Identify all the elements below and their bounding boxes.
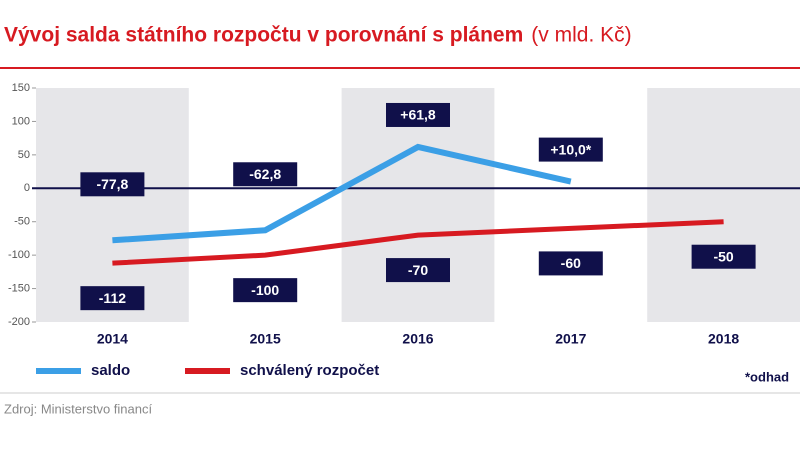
value-label-box bbox=[538, 137, 603, 162]
x-tick-label: 2015 bbox=[250, 331, 281, 347]
value-label: -50 bbox=[713, 248, 733, 264]
value-label-box bbox=[386, 258, 450, 283]
x-tick-label: 2018 bbox=[708, 331, 739, 347]
value-label-box bbox=[80, 286, 145, 311]
band bbox=[36, 88, 189, 322]
value-label-box bbox=[80, 172, 145, 197]
value-label: +61,8 bbox=[400, 107, 436, 123]
value-label-box bbox=[538, 251, 603, 276]
legend-label: schválený rozpočet bbox=[240, 362, 379, 379]
chart-subtitle: (v mld. Kč) bbox=[531, 24, 631, 47]
y-tick-label: -50 bbox=[14, 216, 30, 228]
plot bbox=[36, 88, 800, 322]
note: *odhad bbox=[745, 369, 789, 384]
value-label-box bbox=[233, 162, 298, 187]
y-tick-label: 0 bbox=[24, 182, 30, 194]
band bbox=[341, 88, 495, 322]
value-label: -100 bbox=[251, 282, 279, 298]
legend-label: saldo bbox=[91, 362, 130, 379]
x-tick-label: 2017 bbox=[555, 331, 586, 347]
y-tick-label: -150 bbox=[8, 282, 30, 294]
value-label-box bbox=[233, 278, 298, 303]
value-label: -77,8 bbox=[96, 176, 128, 192]
line bbox=[112, 143, 572, 244]
y-tick-label: -100 bbox=[8, 249, 30, 261]
value-label: +10,0* bbox=[550, 141, 591, 157]
y-tick-label: -200 bbox=[8, 316, 30, 328]
line bbox=[112, 219, 724, 266]
x-tick-label: 2016 bbox=[402, 331, 433, 347]
value-label: -60 bbox=[561, 255, 581, 271]
value-label: -112 bbox=[99, 290, 126, 306]
y-tick-label: 150 bbox=[12, 82, 30, 94]
y-tick-label: 50 bbox=[18, 149, 30, 161]
value-label: -70 bbox=[408, 262, 428, 278]
source: Zdroj: Ministerstvo financí bbox=[4, 401, 152, 416]
chart-title: Vývoj salda státního rozpočtu v porovnán… bbox=[4, 24, 523, 47]
y-tick-label: 100 bbox=[12, 115, 30, 127]
value-label-box bbox=[386, 102, 450, 127]
band bbox=[647, 88, 800, 322]
value-label: -62,8 bbox=[249, 166, 281, 182]
value-label-box bbox=[691, 244, 756, 269]
x-tick-label: 2014 bbox=[97, 331, 128, 347]
